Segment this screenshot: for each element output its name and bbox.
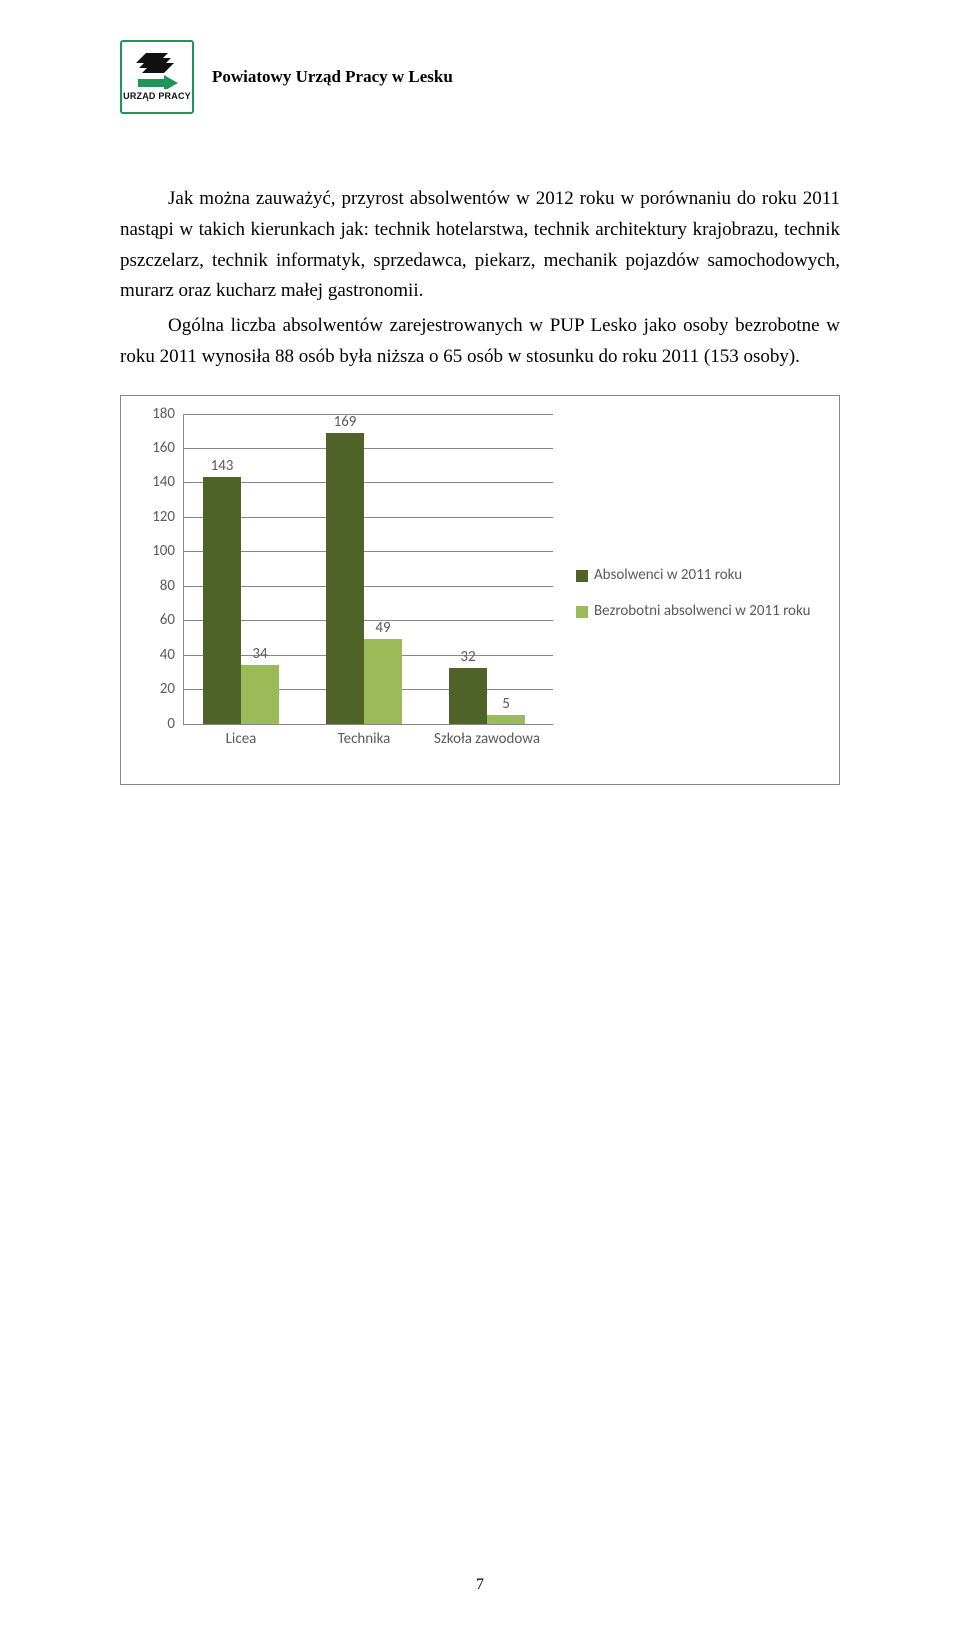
chart-bar: 5 [487,715,525,724]
chart-bar-label: 169 [334,413,357,431]
chart-legend-label: Absolwenci w 2011 roku [594,566,742,584]
chart-y-tick-label: 100 [152,542,175,560]
body-text: Jak można zauważyć, przyrost absolwentów… [120,184,840,373]
chart-bar: 169 [326,433,364,724]
paragraph-2: Ogólna liczba absolwentów zarejestrowany… [120,311,840,373]
chart-bar-label: 143 [211,457,234,475]
chart-gridline [183,448,553,449]
logo: URZĄD PRACY [120,40,194,114]
header: URZĄD PRACY Powiatowy Urząd Pracy w Lesk… [120,40,840,114]
chart-x-tick-label: Technika [338,730,391,748]
chart-gridline [183,414,553,415]
chart-x-tick-label: Licea [226,730,257,748]
chart-bar-label: 34 [252,645,267,663]
logo-icon [132,53,182,89]
chart-bar: 32 [449,668,487,723]
chart-bar-label: 49 [375,619,390,637]
chart-bar: 49 [364,639,402,723]
chart-legend-item: Absolwenci w 2011 roku [576,566,810,584]
chart-plot-area: 02040608010012014016018014334Licea16949T… [183,414,553,724]
chart-y-axis [183,414,184,724]
chart-gridline [183,724,553,725]
header-title: Powiatowy Urząd Pracy w Lesku [212,67,453,87]
chart-y-tick-label: 0 [167,715,175,733]
chart-y-tick-label: 60 [160,611,175,629]
chart-y-tick-label: 160 [152,439,175,457]
chart-y-tick-label: 40 [160,646,175,664]
chart: 02040608010012014016018014334Licea16949T… [120,395,840,785]
chart-legend-label: Bezrobotni absolwenci w 2011 roku [594,602,810,620]
chart-bar-label: 5 [502,695,510,713]
logo-label: URZĄD PRACY [123,91,191,101]
chart-y-tick-label: 180 [152,405,175,423]
page-number: 7 [476,1576,484,1594]
chart-y-tick-label: 120 [152,508,175,526]
chart-legend-swatch [576,570,588,582]
page: URZĄD PRACY Powiatowy Urząd Pracy w Lesk… [0,0,960,1634]
chart-legend: Absolwenci w 2011 roku Bezrobotni absolwe… [576,566,810,638]
chart-y-tick-label: 20 [160,680,175,698]
paragraph-1: Jak można zauważyć, przyrost absolwentów… [120,184,840,307]
chart-legend-item: Bezrobotni absolwenci w 2011 roku [576,602,810,620]
chart-legend-swatch [576,606,588,618]
chart-y-tick-label: 80 [160,577,175,595]
chart-y-tick-label: 140 [152,473,175,491]
chart-bar-label: 32 [460,648,475,666]
chart-bar: 34 [241,665,279,724]
chart-bar: 143 [203,477,241,723]
chart-x-tick-label: Szkoła zawodowa [434,730,540,748]
